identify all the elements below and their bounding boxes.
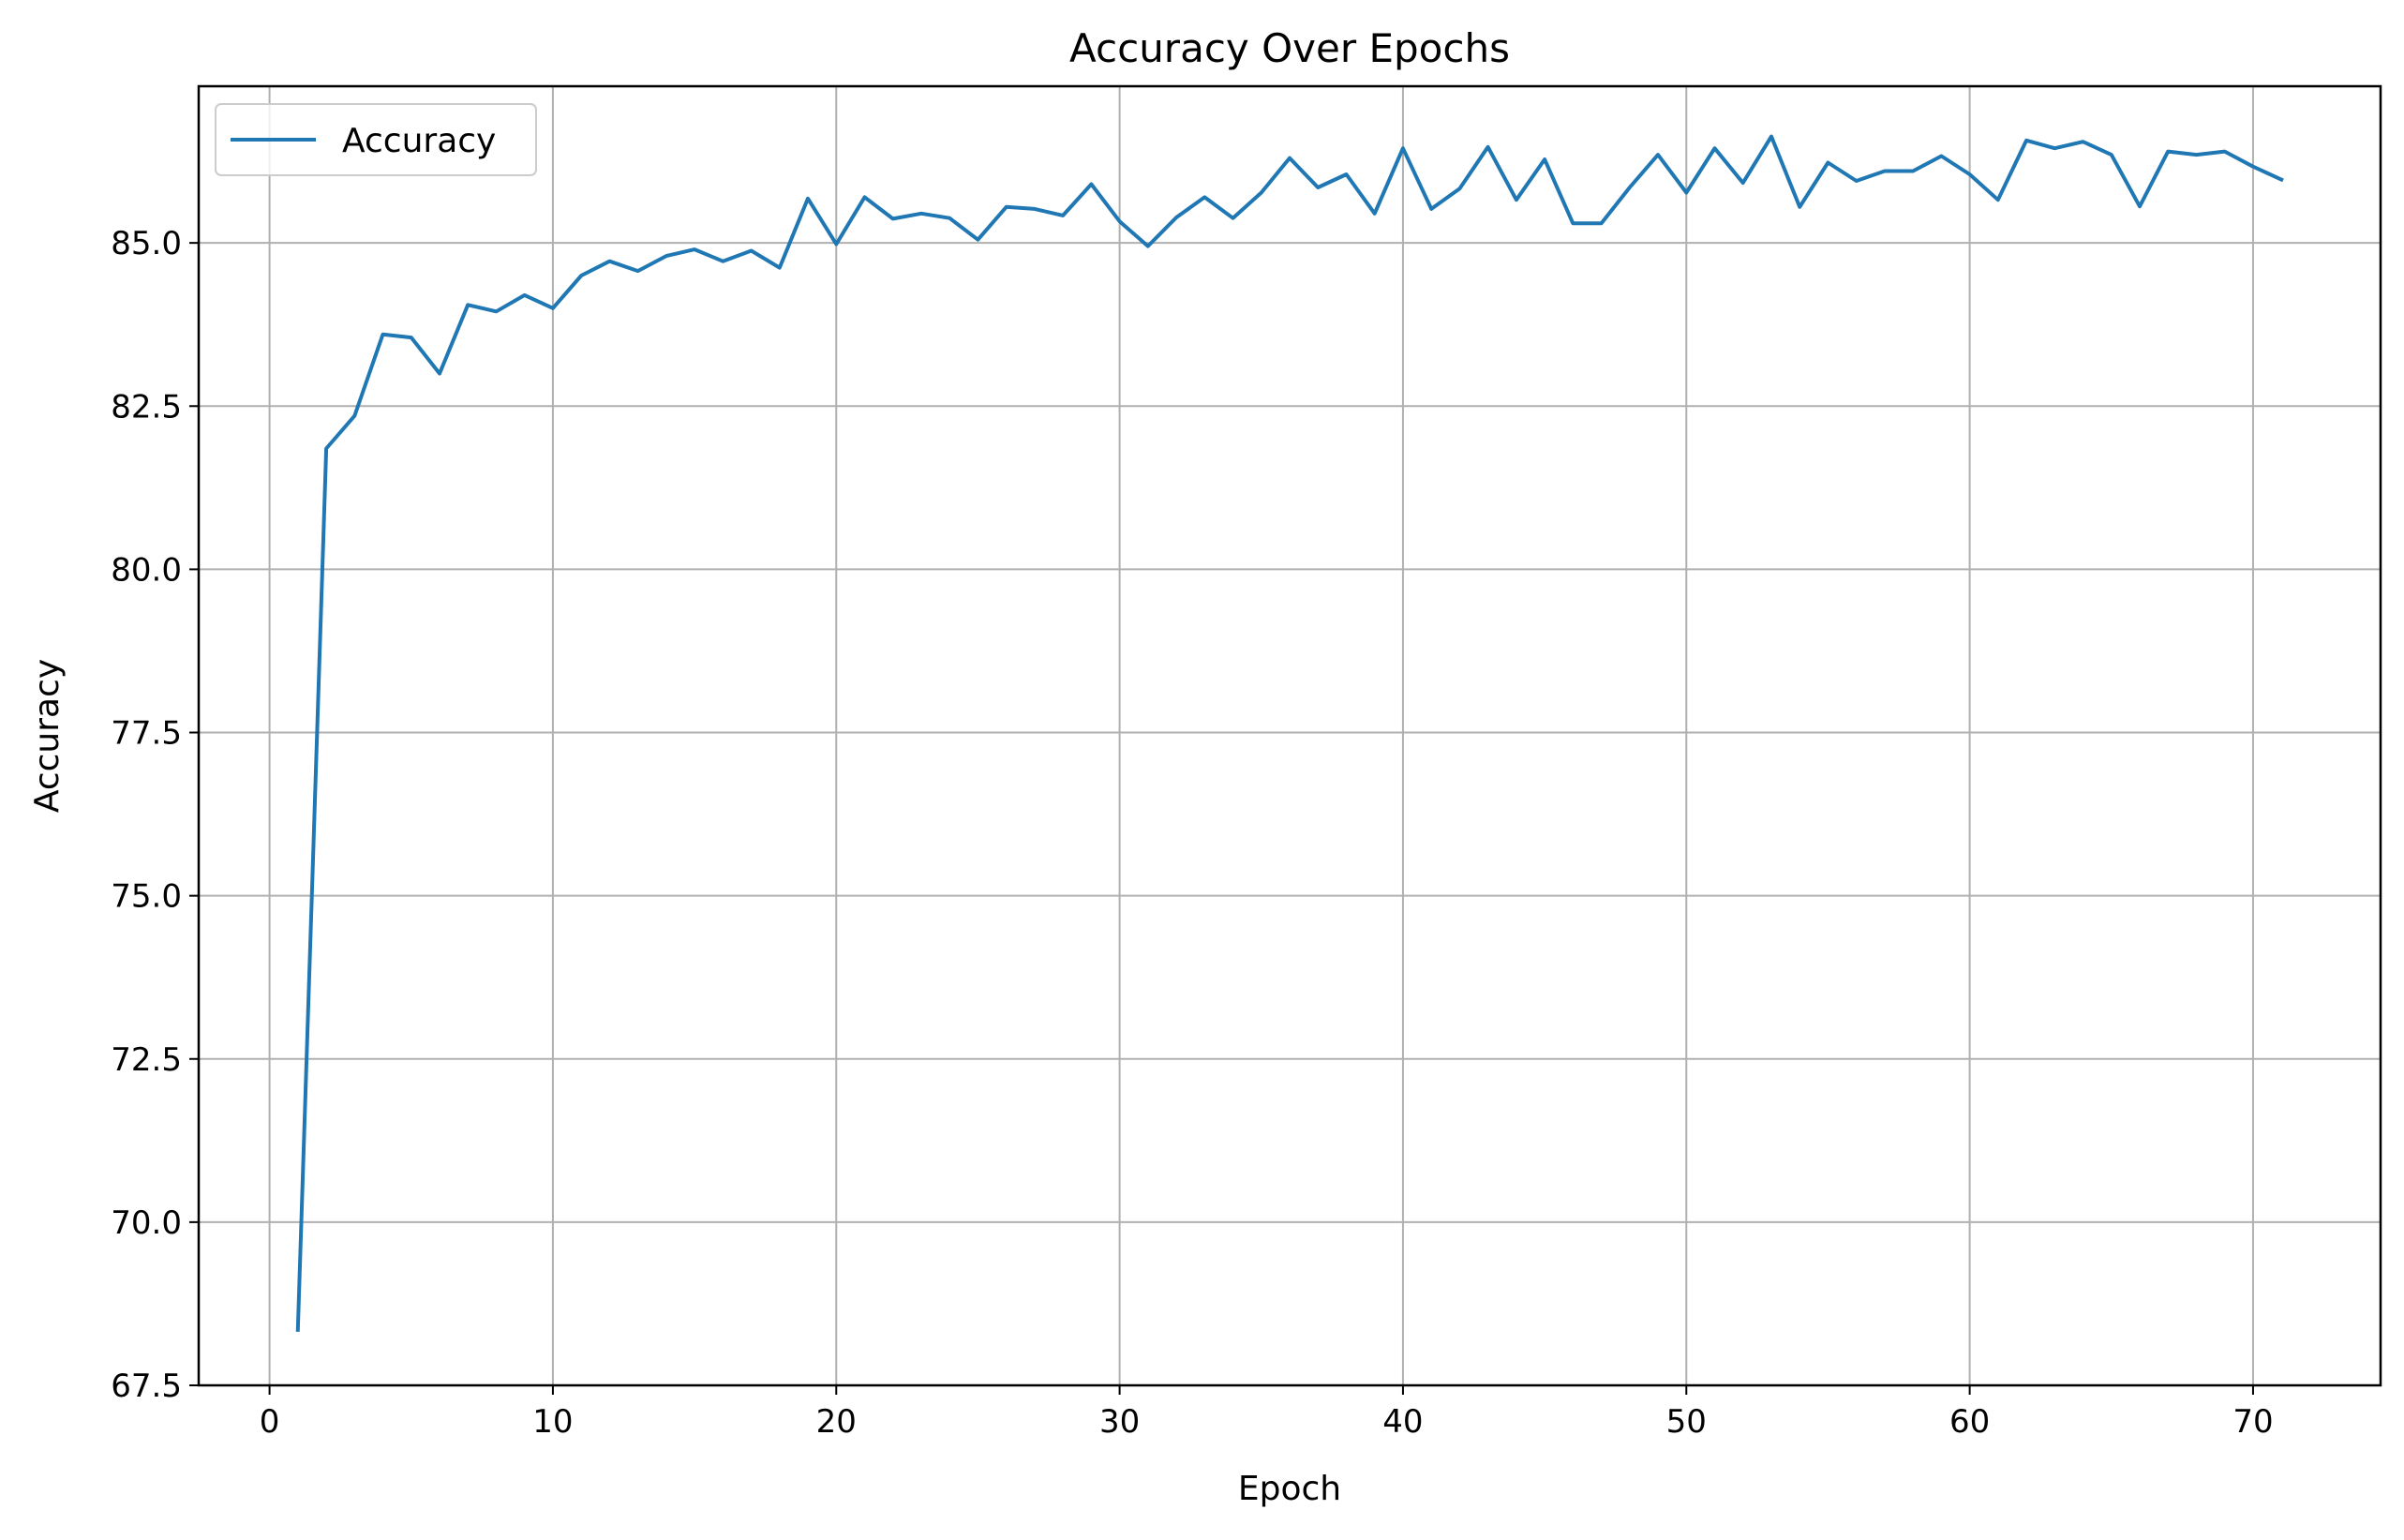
legend: Accuracy bbox=[215, 103, 537, 176]
x-tick-label: 10 bbox=[532, 1403, 573, 1441]
y-tick-label: 67.5 bbox=[111, 1368, 182, 1405]
y-tick-label: 85.0 bbox=[111, 225, 182, 262]
x-tick-label: 50 bbox=[1666, 1403, 1707, 1441]
x-tick-label: 70 bbox=[2232, 1403, 2273, 1441]
y-tick-label: 82.5 bbox=[111, 388, 182, 426]
plot-frame bbox=[197, 84, 2382, 1387]
x-tick-label: 40 bbox=[1382, 1403, 1423, 1441]
y-tick-label: 75.0 bbox=[111, 878, 182, 916]
series-layer bbox=[295, 134, 2284, 1332]
x-tick-label: 20 bbox=[816, 1403, 857, 1441]
y-axis-label: Accuracy bbox=[28, 659, 67, 813]
legend-label-accuracy: Accuracy bbox=[342, 122, 496, 160]
chart-title: Accuracy Over Epochs bbox=[1069, 25, 1510, 71]
x-tick-label: 30 bbox=[1099, 1403, 1140, 1441]
x-tick-label: 60 bbox=[1949, 1403, 1990, 1441]
tick-layer: 0 10 20 30 40 50 60 70 67.5 70.0 72.5 75.0 77.5 80.0 8… bbox=[111, 225, 2273, 1441]
legend-box bbox=[215, 103, 537, 176]
y-tick-label: 77.5 bbox=[111, 715, 182, 753]
x-tick-label: 0 bbox=[260, 1403, 280, 1441]
grid-lines bbox=[199, 86, 2381, 1386]
series-line-accuracy bbox=[295, 134, 2284, 1332]
y-tick-label: 70.0 bbox=[111, 1204, 182, 1242]
y-tick-label: 80.0 bbox=[111, 551, 182, 589]
x-axis-label: Epoch bbox=[1238, 1470, 1341, 1508]
y-tick-label: 72.5 bbox=[111, 1041, 182, 1079]
